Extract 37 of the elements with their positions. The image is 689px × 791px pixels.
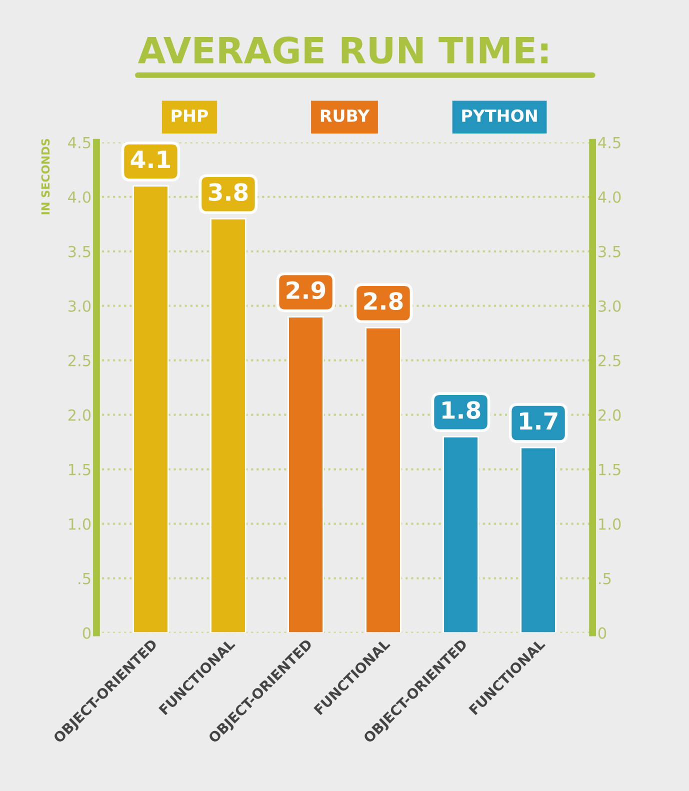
y-tick-label: 4.0 <box>68 191 91 203</box>
data-label: 4.1 <box>130 150 170 168</box>
bar <box>520 446 556 633</box>
y2-tick-label: 4.0 <box>598 191 621 203</box>
y2-tick-label: 4.5 <box>598 137 620 148</box>
chart-title: AVERAGE RUN TIME: <box>138 36 548 64</box>
y-tick-label: 2.5 <box>68 354 90 366</box>
y-tick-label: 0 <box>82 627 91 639</box>
y-tick-label: 1.0 <box>68 518 91 530</box>
y-tick-label: 3.5 <box>68 246 90 258</box>
y-tick-label: 2.0 <box>68 409 91 421</box>
y2-tick-label: 1.0 <box>599 518 621 530</box>
y-axis-title: IN SECONDS <box>41 139 50 214</box>
bar <box>210 218 246 633</box>
y2-tick-label: 3.5 <box>598 246 620 258</box>
data-label: 1.8 <box>442 401 480 419</box>
y-tick-label: .5 <box>78 572 90 584</box>
data-label: 2.8 <box>364 292 403 310</box>
text: PHP <box>172 110 208 122</box>
text: RUBY <box>320 110 370 122</box>
y2-tick-label: 3.0 <box>598 300 621 312</box>
y2-tick-label: 2.0 <box>598 409 621 421</box>
y2-tick-label: 2.5 <box>598 354 620 366</box>
y-tick-label: 3.0 <box>68 300 91 312</box>
data-label: 3.8 <box>208 183 248 202</box>
y2-tick-label: .5 <box>599 572 611 584</box>
data-label: 1.7 <box>520 412 558 430</box>
y2-tick-label: 1.5 <box>599 464 620 476</box>
y-tick-label: 1.5 <box>68 464 90 476</box>
data-label: 2.9 <box>286 281 326 300</box>
bar <box>288 316 324 633</box>
bar <box>365 326 402 633</box>
y-tick-label: 4.5 <box>68 137 90 148</box>
text: PYTHON <box>462 109 537 122</box>
bar <box>132 185 169 633</box>
y2-tick-label: 0 <box>598 627 606 639</box>
bar <box>442 436 479 633</box>
